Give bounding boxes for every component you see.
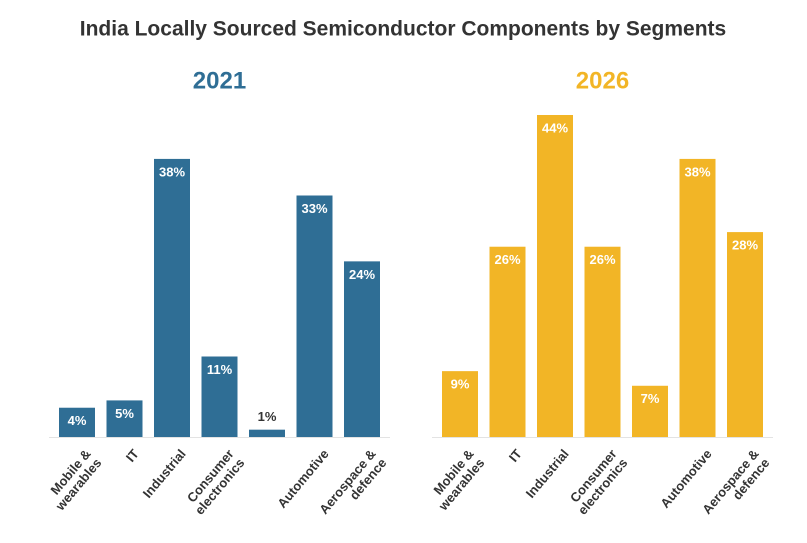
value-label: 4% <box>68 413 87 428</box>
value-label: 28% <box>732 238 758 253</box>
panel-title: 2026 <box>576 67 629 94</box>
bar <box>727 232 763 437</box>
value-label: 38% <box>159 164 185 179</box>
value-label: 24% <box>349 267 375 282</box>
value-label: 38% <box>684 164 710 179</box>
bar <box>59 407 95 437</box>
value-label: 44% <box>542 120 568 135</box>
panel-title: 2021 <box>193 67 246 94</box>
value-label: 26% <box>494 252 520 267</box>
bar <box>201 356 238 437</box>
bar <box>584 246 621 437</box>
value-label: 33% <box>301 201 327 216</box>
page-title: India Locally Sourced Semiconductor Comp… <box>80 18 726 41</box>
bar <box>489 246 526 437</box>
bar <box>537 115 573 437</box>
bar <box>106 400 143 437</box>
bar <box>632 385 668 437</box>
bar <box>442 371 478 437</box>
bar <box>344 261 380 437</box>
bar <box>296 195 333 437</box>
value-label: 9% <box>451 377 470 392</box>
value-label: 26% <box>589 252 615 267</box>
value-label: 7% <box>641 391 660 406</box>
bar <box>154 158 190 437</box>
value-label: 11% <box>207 362 233 377</box>
bar <box>249 429 285 437</box>
value-label: 5% <box>115 406 134 421</box>
value-label: 1% <box>258 409 277 424</box>
bar <box>679 158 716 437</box>
